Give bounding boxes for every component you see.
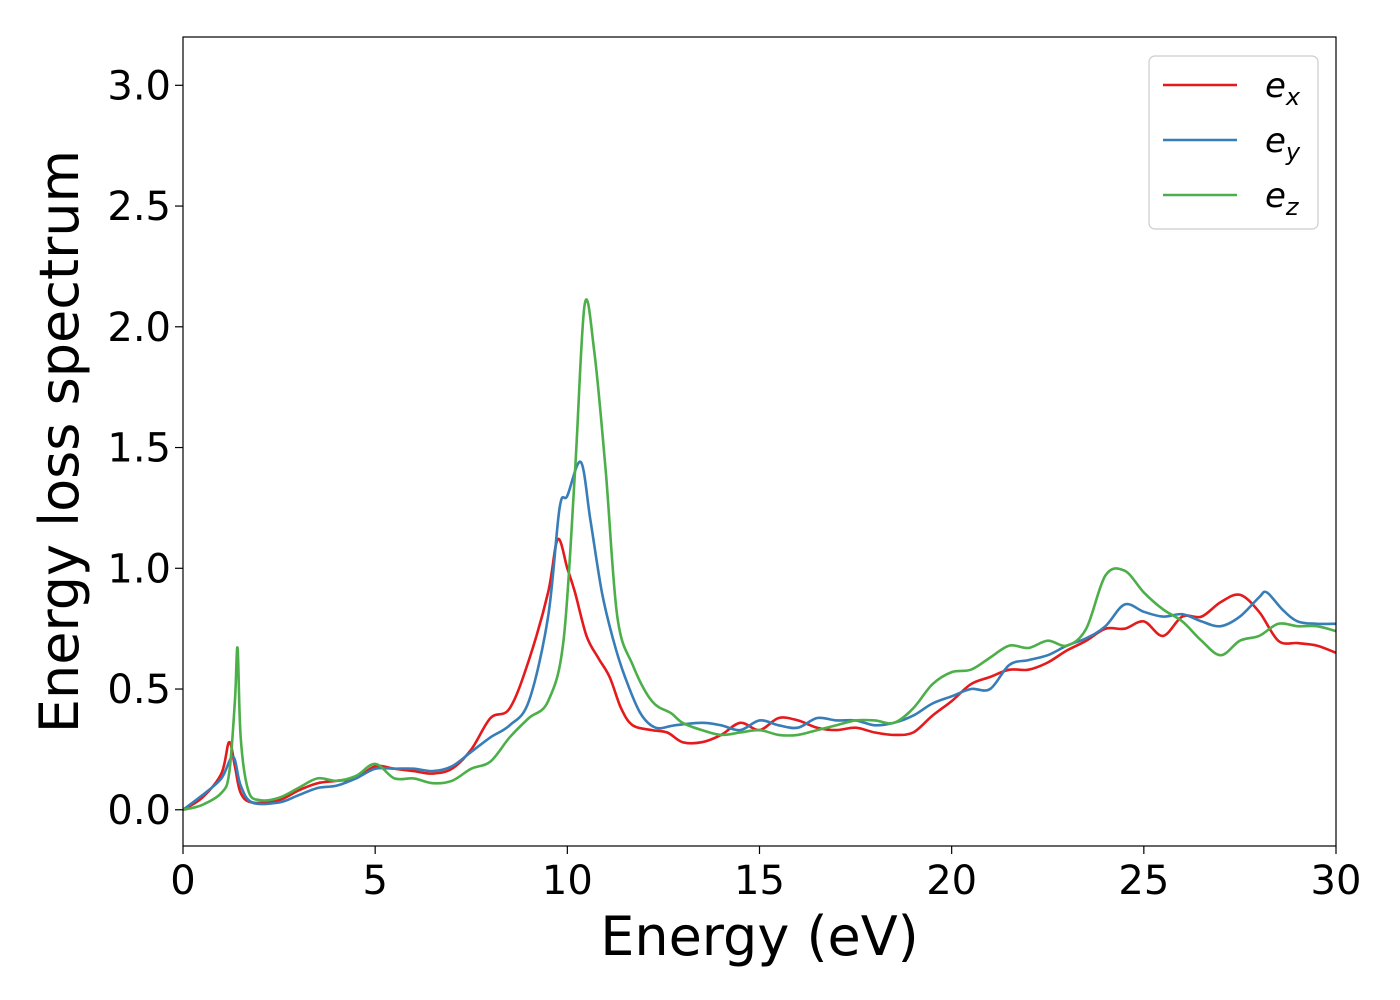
legend: ex ey ez bbox=[1148, 55, 1319, 230]
series-layer bbox=[183, 298, 1336, 812]
y-tick-label: 1.0 bbox=[107, 546, 171, 592]
y-tick-label: 3.0 bbox=[107, 63, 171, 109]
y-axis-title: Energy loss spectrum bbox=[28, 150, 91, 733]
legend-label: ez bbox=[1265, 176, 1300, 221]
x-tick-label: 25 bbox=[1118, 858, 1169, 904]
x-axis-title: Energy (eV) bbox=[600, 905, 919, 968]
x-tick-label: 20 bbox=[926, 858, 977, 904]
legend-box bbox=[1148, 55, 1319, 230]
series-line-e-z bbox=[183, 298, 1336, 812]
y-tick-label: 1.5 bbox=[107, 426, 171, 472]
x-tick-label: 5 bbox=[362, 858, 387, 904]
x-tick-label: 15 bbox=[734, 858, 785, 904]
series-line-e-x bbox=[183, 537, 1336, 811]
x-tick-label: 0 bbox=[170, 858, 195, 904]
y-tick-label: 0.0 bbox=[107, 788, 171, 834]
y-axis: 0.0 0.5 1.0 1.5 2.0 2.5 3.0 bbox=[107, 63, 183, 834]
x-tick-label: 10 bbox=[542, 858, 593, 904]
x-tick-label: 30 bbox=[1311, 858, 1362, 904]
series-line-e-y bbox=[183, 460, 1336, 811]
y-tick-label: 0.5 bbox=[107, 667, 171, 713]
x-axis: 0 5 10 15 20 25 30 bbox=[170, 846, 1361, 904]
y-tick-label: 2.5 bbox=[107, 184, 171, 230]
legend-label: ex bbox=[1265, 66, 1301, 111]
legend-label: ey bbox=[1265, 121, 1301, 166]
y-tick-label: 2.0 bbox=[107, 305, 171, 351]
